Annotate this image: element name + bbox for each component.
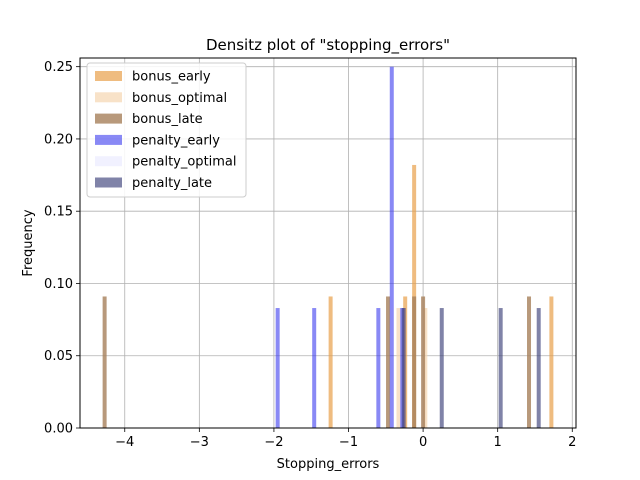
y-tick-label: 0.15 [44, 205, 73, 220]
x-axis-label: Stopping_errors [277, 457, 380, 472]
legend-label-penalty_optimal: penalty_optimal [132, 155, 237, 170]
legend: bonus_early bonus_optimal bonus_latepenalt… [86, 62, 247, 198]
bar-bonus_late [527, 296, 532, 428]
bar-bonus_early [549, 296, 554, 428]
bar-bonus_late [412, 296, 417, 428]
x-axis-ticks: −4 −3 −2 −1 0 1 2 [115, 428, 576, 450]
x-tick-label: 2 [568, 435, 576, 450]
x-tick-label: −4 [115, 435, 134, 450]
legend-label-penalty_early: penalty_early [132, 133, 220, 148]
y-tick-label: 0.25 [44, 60, 73, 75]
legend-swatch-bonus_late [95, 113, 122, 124]
legend-label-penalty_late: penalty_late [132, 176, 212, 191]
y-tick-label: 0.20 [44, 132, 73, 147]
x-tick-label: 0 [419, 435, 427, 450]
legend-swatch-bonus_optimal [95, 92, 122, 103]
bar-penalty_early [312, 308, 317, 428]
bar-penalty_early [376, 308, 381, 428]
x-tick-label: 1 [494, 435, 502, 450]
y-tick-label: 0.10 [44, 277, 73, 292]
legend-swatch-penalty_early [95, 134, 122, 145]
x-tick-label: −3 [190, 435, 209, 450]
legend-label-bonus_optimal: bonus_optimal [132, 91, 227, 106]
legend-swatch-penalty_optimal [95, 156, 122, 167]
y-axis-label: Frequency [21, 209, 36, 276]
bar-penalty_late [439, 308, 444, 428]
y-axis-ticks: 0.00 0.05 0.10 0.15 0.20 0.25 [44, 60, 80, 437]
legend-swatch-penalty_late [95, 177, 122, 188]
x-tick-label: −2 [264, 435, 283, 450]
y-tick-label: 0.00 [44, 422, 73, 437]
plot-frame [79, 57, 577, 429]
x-tick-label: −1 [339, 435, 358, 450]
bar-bonus_early [328, 296, 333, 428]
chart-title: Densitz plot of "stopping_errors" [206, 36, 450, 55]
bar-bonus_optimal [396, 308, 401, 428]
bar-penalty_late [401, 308, 406, 428]
legend-label-bonus_early: bonus_early [132, 70, 211, 85]
bar-penalty_late [536, 308, 541, 428]
bar-penalty_early [275, 308, 280, 428]
bar-penalty_early [389, 66, 394, 428]
legend-label-bonus_late: bonus_late [132, 112, 203, 127]
bar-penalty_late [498, 308, 503, 428]
bars [102, 66, 554, 428]
bar-bonus_late [421, 296, 426, 428]
bar-bonus_late [386, 296, 391, 428]
legend-box [86, 62, 247, 198]
bar-bonus_late [102, 296, 107, 428]
bar-bonus_optimal [423, 308, 428, 428]
legend-swatch-bonus_early [95, 71, 122, 81]
y-tick-label: 0.05 [44, 349, 73, 364]
